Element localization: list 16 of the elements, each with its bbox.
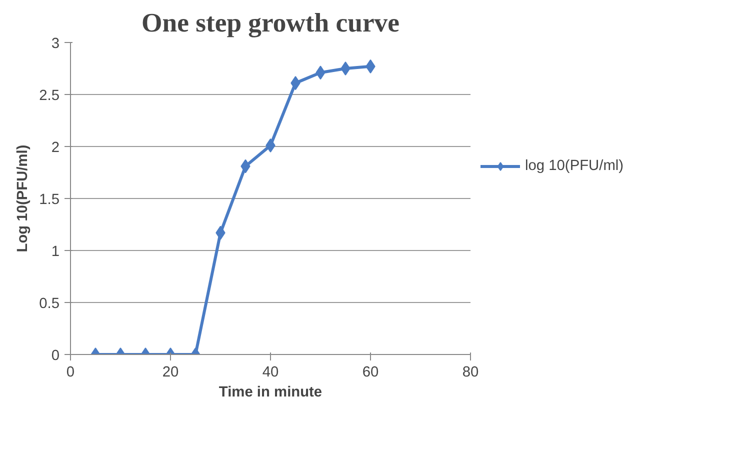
x-tick-label: 60 <box>362 364 379 380</box>
y-tick-label: 3 <box>51 36 60 52</box>
x-tick-label: 20 <box>162 364 179 380</box>
chart-title: One step growth curve <box>142 8 400 38</box>
y-axis-title: Log 10(PFU/ml) <box>15 144 32 252</box>
y-tick-label: 1 <box>51 244 60 260</box>
y-tick-label: 2 <box>51 140 60 156</box>
legend-label: log 10(PFU/ml) <box>525 158 624 174</box>
x-tick-label: 40 <box>262 364 279 380</box>
x-tick-label: 80 <box>462 364 479 380</box>
y-tick-label: 2.5 <box>39 88 60 104</box>
x-axis-title: Time in minute <box>218 384 322 400</box>
y-tick-label: 1.5 <box>39 192 60 208</box>
y-tick-label: 0 <box>51 348 60 364</box>
x-tick-label: 0 <box>66 364 75 380</box>
y-tick-label: 0.5 <box>39 296 60 312</box>
